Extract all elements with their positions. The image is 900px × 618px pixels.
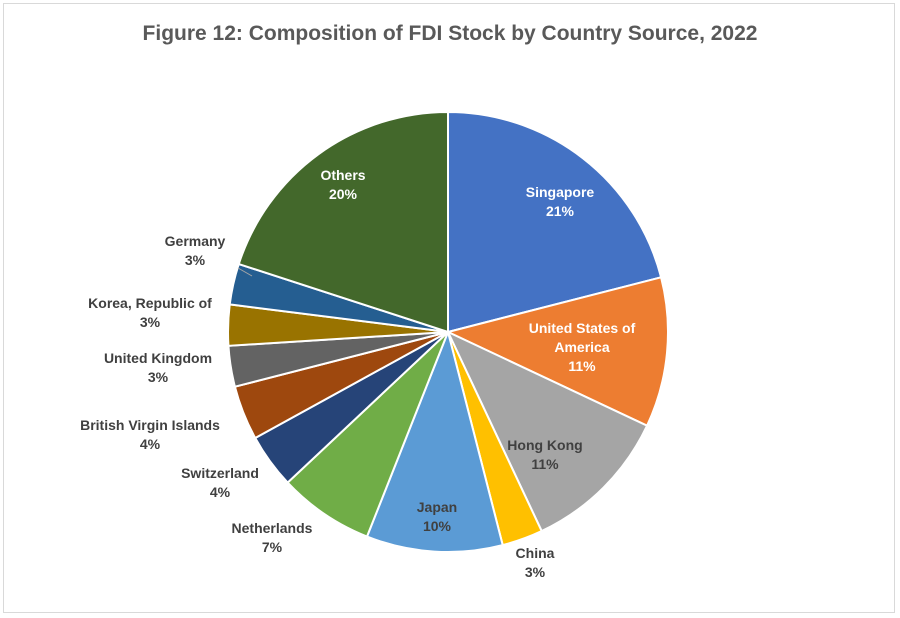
data-label-others: Others 20% — [320, 167, 365, 202]
pie-slice-singapore — [447, 110, 663, 334]
chart-title: Figure 12: Composition of FDI Stock by C… — [142, 22, 758, 45]
pie-slice-japan — [365, 328, 504, 553]
data-label-united-states-of-america: United States of America 11% — [529, 320, 636, 374]
data-label-korea-republic-of: Korea, Republic of 3% — [88, 295, 212, 330]
data-label-japan: Japan 10% — [417, 499, 457, 534]
data-label-switzerland: Switzerland 4% — [181, 465, 259, 500]
pie-slice-others — [237, 110, 449, 334]
chart-frame — [3, 3, 895, 613]
data-label-british-virgin-islands: British Virgin Islands 4% — [80, 417, 220, 452]
data-label-singapore: Singapore 21% — [526, 184, 595, 219]
data-label-germany: Germany 3% — [165, 233, 226, 268]
pie-slice-hong-kong — [445, 329, 649, 533]
leader-line-germany — [237, 267, 253, 277]
data-label-china: China 3% — [516, 545, 555, 580]
data-label-netherlands: Netherlands 7% — [232, 520, 313, 555]
data-label-united-kingdom: United Kingdom 3% — [104, 350, 212, 385]
data-label-hong-kong: Hong Kong 11% — [507, 437, 582, 472]
pie-slice-united-states-of-america — [445, 276, 669, 428]
